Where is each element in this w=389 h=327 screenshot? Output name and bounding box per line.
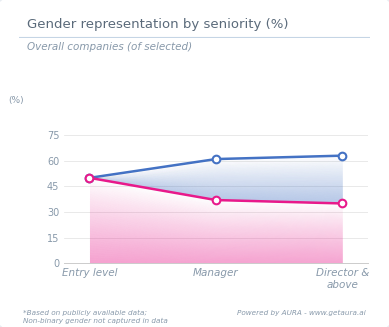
Text: Overall companies (of selected): Overall companies (of selected) [27, 42, 192, 52]
Text: (%): (%) [8, 96, 24, 105]
Text: Gender representation by seniority (%): Gender representation by seniority (%) [27, 18, 289, 31]
Text: *Based on publicly available data;
Non-binary gender not captured in data: *Based on publicly available data; Non-b… [23, 310, 168, 324]
Text: Powered by AURA - www.getaura.ai: Powered by AURA - www.getaura.ai [237, 310, 366, 316]
Legend: Male, Female: Male, Female [156, 324, 276, 327]
